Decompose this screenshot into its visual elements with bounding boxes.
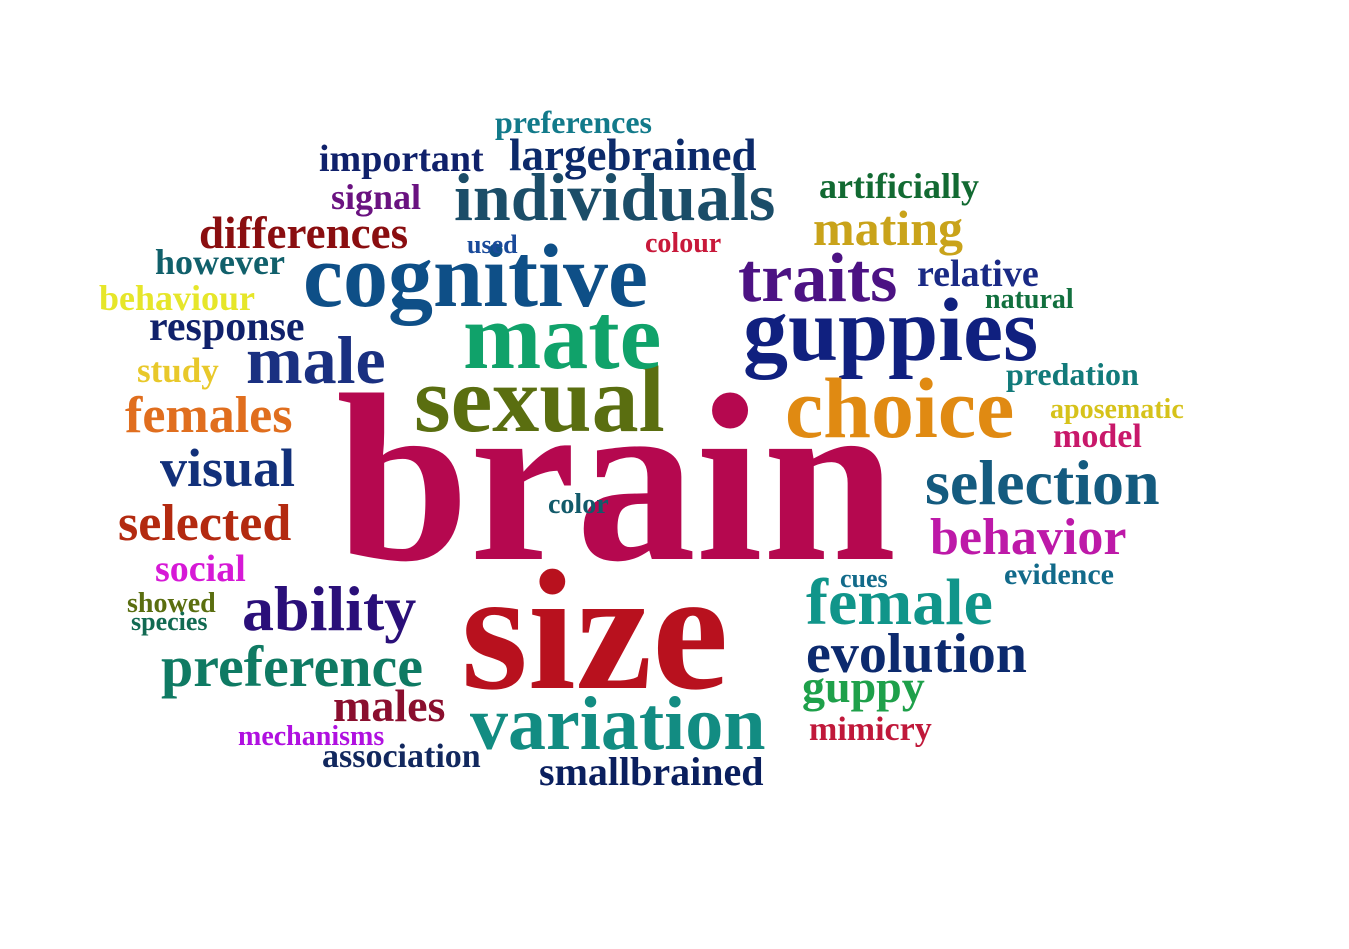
word-behaviour: behaviour <box>99 278 256 318</box>
word-female: female <box>806 566 993 639</box>
word-cognitive: cognitive <box>303 227 648 326</box>
word-cues: cues <box>840 564 888 593</box>
word-aposematic: aposematic <box>1050 394 1184 425</box>
word-colour: colour <box>645 228 722 259</box>
word-selection: selection <box>925 447 1160 518</box>
word-mechanisms: mechanisms <box>238 721 385 752</box>
word-predation: predation <box>1006 356 1139 392</box>
word-association: association <box>322 738 481 775</box>
word-largebrained: largebrained <box>509 130 757 180</box>
word-model: model <box>1053 418 1142 455</box>
word-behavior: behavior <box>930 509 1127 566</box>
word-mimicry: mimicry <box>809 711 932 748</box>
word-variation: variation <box>470 682 766 766</box>
word-ability: ability <box>242 573 417 644</box>
word-smallbrained: smallbrained <box>539 749 764 794</box>
word-visual: visual <box>160 438 296 498</box>
word-male: male <box>246 322 386 398</box>
word-natural: natural <box>985 284 1074 315</box>
word-however: however <box>155 242 285 282</box>
word-guppy: guppy <box>802 661 925 712</box>
word-preferences: preferences <box>495 104 652 140</box>
word-selected: selected <box>118 495 292 552</box>
word-individuals: individuals <box>454 159 776 235</box>
word-study: study <box>137 351 219 390</box>
word-guppies: guppies <box>743 281 1039 380</box>
word-sexual: sexual <box>414 348 665 452</box>
word-males: males <box>333 680 446 731</box>
word-relative: relative <box>917 253 1039 295</box>
word-showed: showed <box>127 588 216 619</box>
word-artificially: artificially <box>819 166 979 206</box>
word-preference: preference <box>161 634 423 699</box>
word-differences: differences <box>199 208 409 258</box>
word-females: females <box>125 387 293 444</box>
word-response: response <box>149 304 305 350</box>
word-brain: brain <box>336 345 897 611</box>
word-traits: traits <box>738 240 898 317</box>
word-social: social <box>155 548 246 590</box>
word-mating: mating <box>813 200 963 256</box>
word-important: important <box>319 138 484 180</box>
word-evidence: evidence <box>1004 558 1114 591</box>
word-mate: mate <box>463 285 662 389</box>
word-species: species <box>131 607 208 636</box>
word-size: size <box>461 536 729 726</box>
word-choice: choice <box>785 360 1015 456</box>
word-evolution: evolution <box>806 623 1027 685</box>
word-used: used <box>467 230 518 259</box>
word-signal: signal <box>331 177 422 217</box>
word-color: color <box>548 489 609 520</box>
